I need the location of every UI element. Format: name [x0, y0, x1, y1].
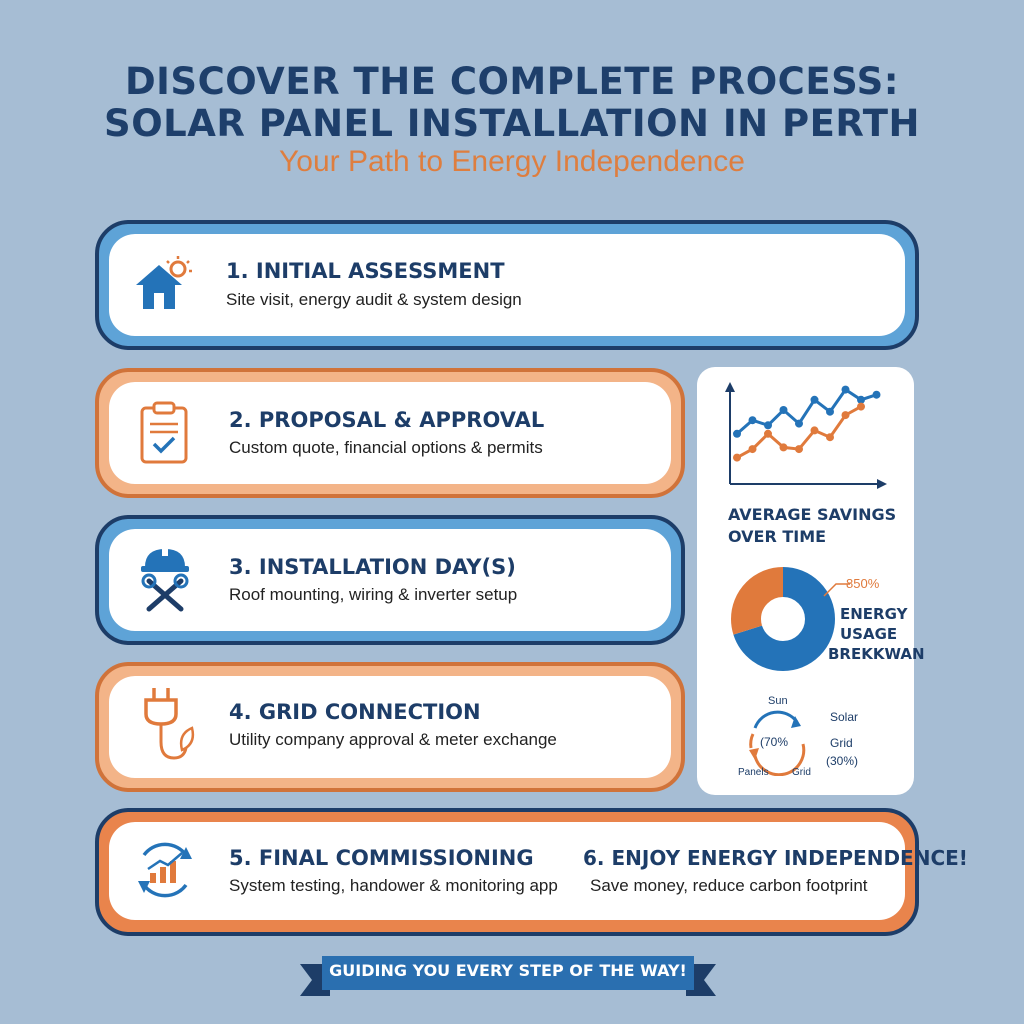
series-1-point-7 — [826, 407, 834, 416]
series-2-point-6 — [810, 426, 819, 435]
series-2-point-1 — [733, 453, 741, 462]
clipboard-check-icon — [140, 401, 188, 464]
step-6-title: 6. ENJOY ENERGY INDEPENDENCE! — [583, 846, 968, 870]
step-1-desc: Site visit, energy audit & system design — [226, 290, 522, 309]
series-2-point-3 — [764, 429, 772, 438]
cycle-chart-icon — [138, 842, 192, 898]
series-2-point-7 — [826, 433, 834, 442]
plug-leaf-icon — [144, 688, 195, 760]
series-1-point-10 — [872, 390, 881, 399]
footer-banner-text: GUIDING YOU EVERY STEP OF THE WAY! — [329, 961, 687, 980]
energy-cycle-diagram — [749, 710, 806, 776]
step-card-4 — [95, 662, 685, 792]
step-6-desc: Save money, reduce carbon footprint — [590, 876, 868, 895]
step-card-3 — [95, 515, 685, 645]
series-2-point-2 — [748, 445, 757, 454]
savings-label-line2: OVER TIME — [728, 527, 827, 546]
cycle-grid-label: Grid — [830, 736, 853, 750]
savings-label-line1: AVERAGE SAVINGS — [728, 505, 897, 524]
series-2-point-5 — [795, 445, 803, 454]
step-2-title: 2. PROPOSAL & APPROVAL — [229, 408, 545, 432]
step-3-desc: Roof mounting, wiring & inverter setup — [229, 585, 518, 604]
step-2-desc: Custom quote, financial options & permit… — [229, 438, 543, 457]
series-1-point-6 — [810, 395, 819, 404]
series-1-point-1 — [733, 429, 741, 438]
series-1-point-5 — [795, 419, 803, 428]
series-line-1 — [736, 387, 877, 435]
cycle-70-label: (70% — [760, 735, 789, 749]
series-2-point-8 — [841, 411, 850, 420]
series-1-point-3 — [764, 421, 772, 430]
series-1-point-8 — [841, 385, 850, 394]
x-axis-arrow — [877, 479, 887, 489]
cycle-panels-label: Panels — [738, 767, 769, 778]
series-2-point-9 — [857, 402, 865, 411]
series-1-point-2 — [748, 416, 757, 425]
series-1-point-4 — [779, 406, 788, 414]
page-title-line2: SOLAR PANEL INSTALLATION IN PERTH — [104, 102, 920, 145]
step-1-title: 1. INITIAL ASSESSMENT — [226, 259, 505, 283]
cycle-grid2-label: Grid — [792, 767, 811, 778]
step-card-5-6 — [95, 808, 919, 936]
energy-usage-donut — [731, 567, 835, 671]
step-4-desc: Utility company approval & meter exchang… — [229, 730, 557, 749]
step-3-title: 3. INSTALLATION DAY(S) — [229, 555, 516, 579]
cycle-sun-label: Sun — [768, 695, 788, 707]
donut-percent: 850% — [846, 576, 880, 591]
hardhat-tools-icon — [141, 546, 189, 612]
series-2-point-4 — [779, 443, 788, 452]
y-axis-arrow — [725, 382, 735, 392]
step-card-1 — [95, 220, 919, 350]
usage-label-line3: BREKKWAN — [828, 645, 925, 663]
usage-label-line1: ENERGY — [840, 605, 908, 623]
page-title-line1: DISCOVER THE COMPLETE PROCESS: — [124, 60, 900, 103]
savings-line-chart — [725, 382, 887, 489]
donut-leader-line — [823, 583, 850, 597]
step-5-title: 5. FINAL COMMISSIONING — [229, 846, 534, 870]
cycle-30-label: (30%) — [826, 754, 859, 768]
step-4-title: 4. GRID CONNECTION — [229, 700, 481, 724]
house-sun-icon — [136, 256, 192, 309]
series-1-point-9 — [857, 395, 865, 404]
page-subtitle: Your Path to Energy Independence — [279, 145, 745, 178]
footer-banner — [300, 956, 716, 996]
cycle-solar-label: Solar — [830, 710, 859, 724]
step-card-2 — [95, 368, 685, 498]
donut-slice-2 — [731, 567, 835, 671]
usage-label-line2: USAGE — [840, 625, 898, 643]
step-5-desc: System testing, handower & monitoring ap… — [229, 876, 558, 895]
